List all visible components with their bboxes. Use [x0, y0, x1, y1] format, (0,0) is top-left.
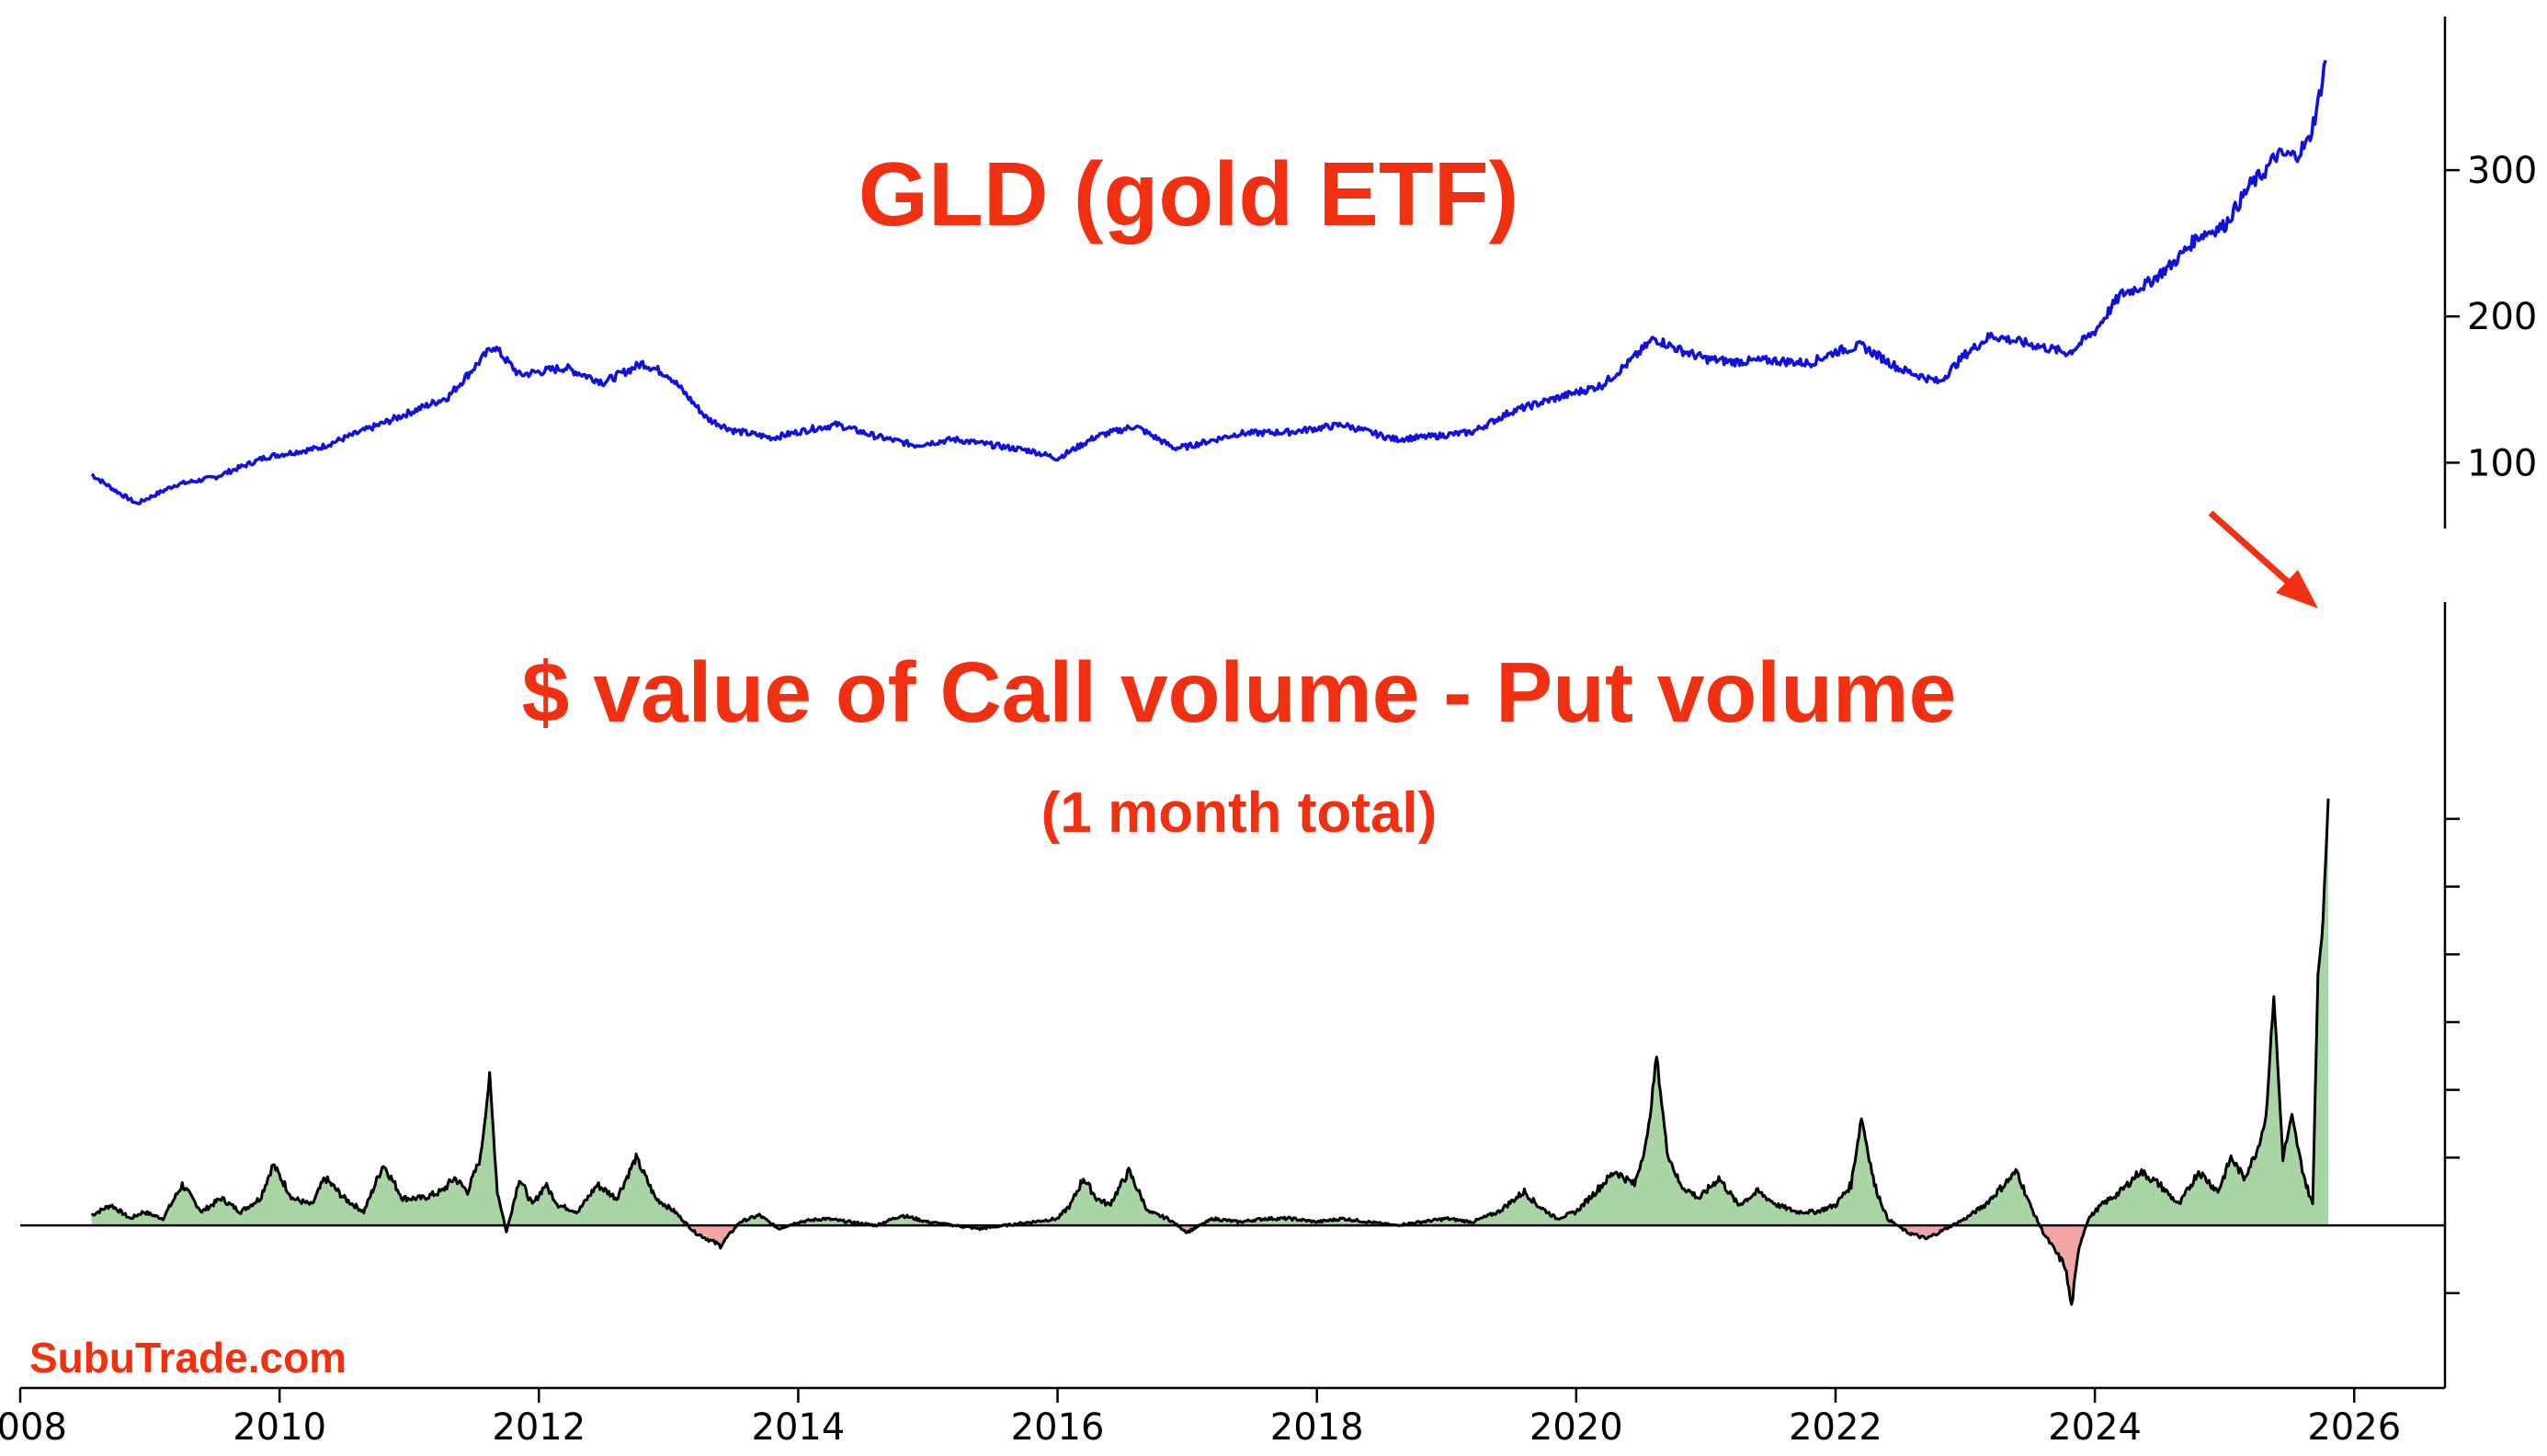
price-y-tick-label: 200	[2467, 296, 2537, 338]
x-tick-label: 2026	[2307, 1406, 2401, 1449]
price-y-tick-label: 100	[2467, 442, 2537, 484]
x-tick-label: 2020	[1529, 1406, 1623, 1449]
price-panel-title: GLD (gold ETF)	[858, 143, 1519, 245]
x-tick-label: 2022	[1789, 1406, 1882, 1449]
volume-net-line	[90, 798, 2330, 1306]
x-tick-label: 2012	[492, 1406, 586, 1449]
x-tick-label: 2014	[752, 1406, 846, 1449]
volume-panel: 2008 2010 2012 2014 2016 2018 2020 2022 2024 2026…	[0, 510, 2460, 1449]
arrow-shaft	[2208, 510, 2299, 592]
x-tick-label: 2016	[1011, 1406, 1105, 1449]
x-tick-label: 2010	[233, 1406, 326, 1449]
price-y-ticks: 100 200 300	[2445, 150, 2537, 484]
price-y-tick-label: 300	[2467, 150, 2537, 192]
x-tick-label: 2024	[2048, 1406, 2142, 1449]
volume-y-ticks	[2445, 817, 2460, 1295]
x-tick-label: 2018	[1270, 1406, 1364, 1449]
spike-arrow-annotation	[2208, 510, 2318, 609]
price-panel: 100 200 300 GLD (gold ETF)	[90, 17, 2537, 529]
volume-panel-title: $ value of Call volume - Put volume	[522, 644, 1957, 740]
watermark-text: SubuTrade.com	[29, 1334, 347, 1382]
x-tick-label: 2008	[0, 1406, 67, 1449]
volume-panel-subtitle: (1 month total)	[1041, 781, 1438, 845]
arrow-head-icon	[2276, 570, 2318, 609]
gld-price-line	[90, 60, 2327, 506]
x-axis-ticks: 2008 2010 2012 2014 2016 2018 2020 2022 2024 2026	[0, 1388, 2401, 1449]
